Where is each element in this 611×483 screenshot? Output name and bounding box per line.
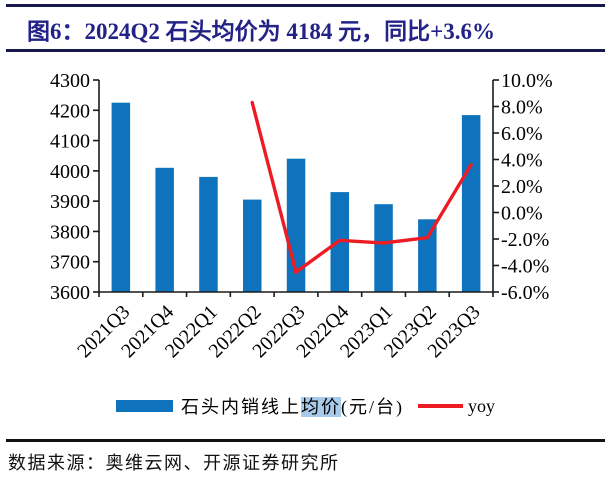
bar-2022Q1 (199, 176, 218, 292)
svg-text:2021Q4: 2021Q4 (117, 301, 178, 362)
bar-2022Q3 (286, 158, 306, 292)
svg-text:4200: 4200 (50, 100, 90, 122)
svg-text:4000: 4000 (50, 161, 90, 183)
price-yoy-combo-chart: 4300 4200 4100 4000 3900 3800 3700 3600 10.0% 8.0… (50, 70, 553, 362)
bar-2021Q4 (155, 167, 174, 292)
svg-text:3700: 3700 (50, 252, 90, 274)
svg-text:2023Q2: 2023Q2 (380, 301, 441, 362)
yoy-series-label: yoy (468, 395, 495, 416)
svg-text:2021Q3: 2021Q3 (73, 301, 134, 362)
svg-text:2023Q3: 2023Q3 (424, 301, 485, 362)
svg-text:-6.0%: -6.0% (501, 282, 549, 304)
svg-text:2023Q1: 2023Q1 (336, 301, 397, 362)
axes (93, 79, 499, 297)
chart-legend: 石头内销线上均价(元/台) yoy (0, 394, 611, 418)
bars-均价 (111, 102, 481, 292)
svg-text:10.0%: 10.0% (501, 70, 553, 92)
bar-2022Q2 (243, 199, 262, 292)
title-divider (6, 49, 605, 52)
yoy-series-swatch (418, 404, 463, 408)
bar-series-label: 石头内销线上均价(元/台) (181, 393, 404, 419)
svg-text:2.0%: 2.0% (501, 176, 543, 198)
svg-text:3800: 3800 (50, 221, 90, 243)
bar-series-label-pre: 石头内销线上 (181, 397, 301, 417)
bar-2023Q2 (418, 219, 437, 292)
svg-text:4100: 4100 (50, 131, 90, 153)
svg-text:2022Q4: 2022Q4 (292, 301, 353, 362)
top-divider (6, 4, 605, 7)
bar-2022Q4 (330, 192, 349, 292)
figure-title: 图6：2024Q2 石头均价为 4184 元，同比+3.6% (27, 19, 495, 44)
right-axis-labels: 10.0% 8.0% 6.0% 4.0% 2.0% 0.0% -2.0% -4.0% -6.0% (501, 70, 553, 304)
svg-text:-4.0%: -4.0% (501, 256, 549, 278)
svg-text:3900: 3900 (50, 191, 90, 213)
svg-text:2022Q3: 2022Q3 (248, 301, 309, 362)
x-axis-labels: 2021Q32021Q42022Q12022Q22022Q32022Q42023… (73, 301, 484, 362)
svg-text:0.0%: 0.0% (501, 203, 543, 225)
bar-2023Q1 (374, 204, 393, 292)
bar-series-swatch (116, 400, 173, 412)
svg-text:2022Q2: 2022Q2 (205, 301, 266, 362)
bottom-divider (6, 439, 605, 442)
yoy-line (250, 100, 473, 275)
bar-2021Q3 (111, 102, 131, 292)
bar-2023Q3 (461, 115, 481, 292)
svg-text:4300: 4300 (50, 70, 90, 92)
data-source-note: 数据来源：奥维云网、开源证券研究所 (8, 453, 340, 473)
svg-text:3600: 3600 (50, 282, 90, 304)
svg-text:2022Q1: 2022Q1 (161, 301, 222, 362)
svg-text:-2.0%: -2.0% (501, 229, 549, 251)
bar-series-label-post: (元/台) (341, 397, 404, 417)
highlighted-text: 均价 (301, 397, 341, 417)
svg-text:6.0%: 6.0% (501, 123, 543, 145)
svg-text:8.0%: 8.0% (501, 97, 543, 119)
svg-text:4.0%: 4.0% (501, 150, 543, 172)
left-axis-labels: 4300 4200 4100 4000 3900 3800 3700 3600 (50, 70, 90, 304)
